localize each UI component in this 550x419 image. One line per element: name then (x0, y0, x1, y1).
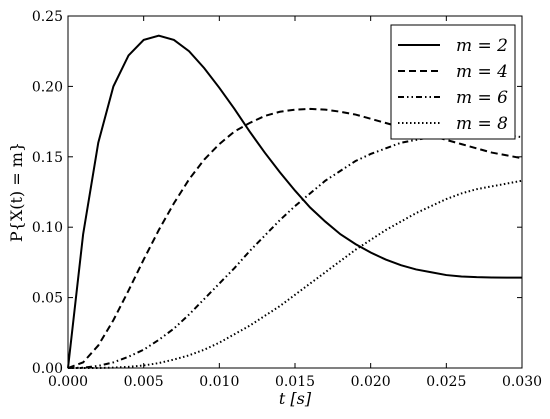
series-line-4 (68, 179, 523, 369)
y-tick-label: 0.15 (32, 150, 63, 166)
ticks-layer: 0.000 0.005 0.010 0.015 0.020 0.025 0.030 0.00 0… (32, 9, 542, 390)
x-tick-label: 0.000 (48, 374, 88, 390)
legend-label-2: m = 4 (456, 62, 508, 82)
y-axis-label: P{X(t) = m} (7, 142, 26, 242)
y-tick-label: 0.10 (32, 220, 63, 236)
x-tick-label: 0.030 (502, 374, 542, 390)
y-tick-label: 0.05 (32, 291, 63, 307)
y-tick-label: 0.20 (32, 79, 63, 95)
x-axis-label: t [s] (279, 389, 312, 408)
x-tick-label: 0.005 (124, 374, 164, 390)
series-line-1 (67, 34, 522, 369)
series-layer (67, 34, 523, 369)
legend-label-1: m = 2 (456, 36, 508, 56)
legend-label-4: m = 8 (456, 114, 508, 134)
x-tick-label: 0.025 (426, 374, 466, 390)
legend-items: m = 2 m = 4 m = 6 m = 8 (398, 36, 508, 134)
y-tick-label: 0.25 (32, 9, 63, 25)
legend: m = 2 m = 4 m = 6 m = 8 (390, 24, 516, 140)
x-tick-label: 0.020 (351, 374, 391, 390)
x-tick-label: 0.015 (275, 374, 315, 390)
legend-label-3: m = 6 (456, 88, 508, 108)
x-tick-label: 0.010 (199, 374, 239, 390)
series-line-2 (67, 107, 523, 369)
y-tick-label: 0.00 (32, 361, 63, 377)
